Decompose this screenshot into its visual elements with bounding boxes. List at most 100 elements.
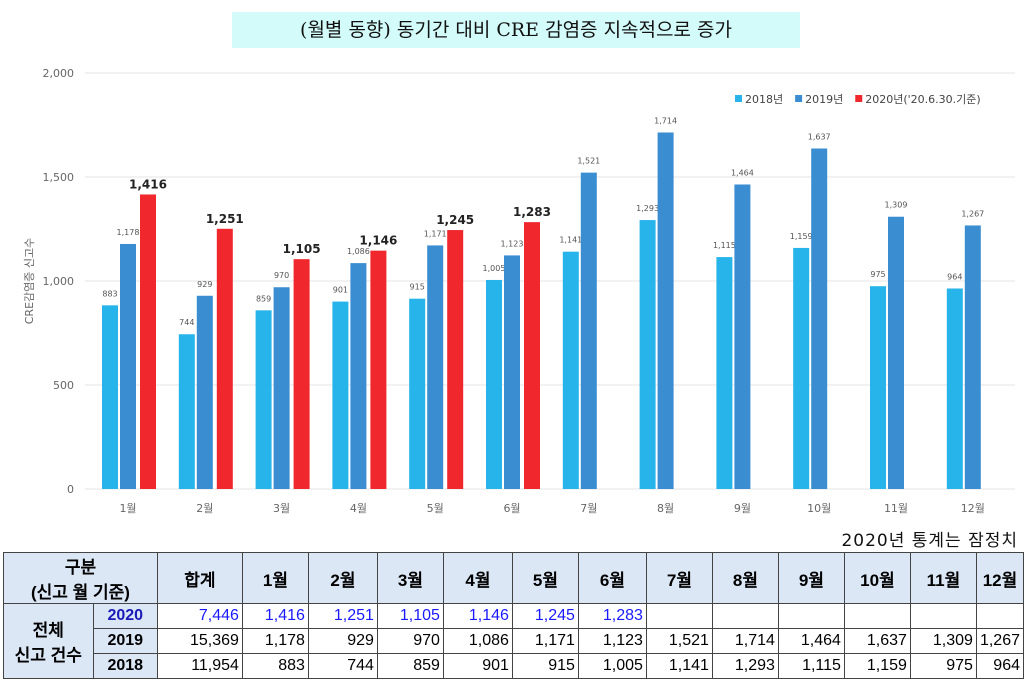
value-cell: 1,141 [645,653,713,679]
bar-2018년 [562,251,579,489]
bar-2019년 [504,255,520,489]
value-cell [711,603,779,629]
bar-2020년('20.6.30.기준) [524,222,540,490]
value-cell: 964 [975,653,1024,679]
value-cell: 11,954 [156,653,243,679]
value-cell: 1,267 [975,628,1024,654]
bar-2020년('20.6.30.기준) [140,194,156,490]
value-cell: 7,446 [156,603,243,629]
data-label: 1,714 [654,116,677,125]
year-cell: 2020 [92,603,158,629]
table-row: 전체 신고 건수 2020 7,446 1,416 1,251 1,105 1,146 1,2… [3,603,1024,679]
x-tick-label: 11월 [884,502,908,515]
data-label: 1,178 [117,228,140,237]
x-tick-label: 6월 [503,502,520,515]
value-cell: 1,251 [307,603,378,629]
value-cell: 744 [307,653,378,679]
column-header: 5월 [511,552,579,604]
x-tick-label: 1월 [119,502,136,515]
bar-2019년 [273,287,290,489]
value-cell: 1,416 [241,603,309,629]
data-label: 1,086 [347,247,370,256]
column-header: 6월 [577,552,647,604]
data-label: 1,637 [808,133,831,142]
x-tick-label: 5월 [427,502,444,515]
y-tick-label: 1,500 [43,171,75,184]
row-group-label: 전체 신고 건수 [3,603,94,679]
data-label: 883 [102,289,117,298]
table-header-row: 구분 (신고 월 기준) 합계 1월 2월 3월 4월 5월 6월 7월 8월 9월 10월 11월 12… [3,552,1024,604]
data-label: 1,464 [731,168,754,177]
bar-2019년 [196,295,213,489]
value-cell: 1,293 [711,653,779,679]
x-tick-label: 3월 [273,502,290,515]
x-tick-label: 9월 [734,502,751,515]
bar-2020년('20.6.30.기준) [293,259,310,489]
value-cell: 1,115 [777,653,845,679]
bar-2018년 [870,286,886,489]
data-label: 1,005 [483,264,506,273]
legend-label: 2020년('20.6.30.기준) [865,93,980,106]
value-cell [975,603,1024,629]
y-tick-label: 2,000 [43,67,75,80]
bar-2018년 [793,247,810,489]
value-cell: 1,105 [376,603,444,629]
data-label: 1,293 [636,204,659,213]
value-cell [645,603,713,629]
x-tick-label: 2월 [196,502,213,515]
value-cell: 1,159 [843,653,911,679]
bar-2018년 [716,257,733,489]
bar-2019년 [657,132,674,489]
data-label: 1,146 [359,234,397,248]
value-cell [843,603,911,629]
column-header: 구분 (신고 월 기준) [3,552,158,604]
value-cell: 915 [511,653,579,679]
x-tick-label: 8월 [657,502,674,515]
bar-2020년('20.6.30.기준) [216,228,233,490]
provisional-note: 2020년 통계는 잠정치 [841,531,1018,551]
value-cell: 1,245 [511,603,579,629]
bar-2020년('20.6.30.기준) [370,250,387,489]
bar-2018년 [486,279,502,489]
table-row: 2019 15,369 1,178 929 970 1,086 1,171 1,123 1,52… [4,628,1024,654]
value-cell: 970 [376,628,444,654]
x-tick-label: 12월 [961,502,985,515]
data-label: 975 [870,270,885,279]
value-cell: 1,714 [711,628,779,654]
column-header: 4월 [442,552,513,604]
data-label: 1,521 [577,157,600,166]
summary-table: 구분 (신고 월 기준) 합계 1월 2월 3월 4월 5월 6월 7월 8월 9월 10월 11월 12… [3,552,1024,679]
value-cell [909,603,977,629]
data-label: 915 [410,283,425,292]
bar-2018년 [409,298,426,489]
legend-label: 2019년 [805,93,843,106]
legend-swatch [855,95,863,102]
value-cell: 1,171 [511,628,579,654]
value-cell: 883 [241,653,309,679]
value-cell: 859 [376,653,444,679]
chart-title: (월별 동향) 동기간 대비 CRE 감염증 지속적으로 증가 [232,12,800,48]
bar-chart: 0 500 1,000 1,500 2,000 CRE감염증 신고수 1월 883 1,178 1… [23,67,1015,515]
data-label: 1,283 [513,205,551,219]
legend-swatch [795,95,803,102]
value-cell: 1,521 [645,628,713,654]
column-header: 10월 [843,552,911,604]
value-cell: 1,146 [442,603,513,629]
bar-2018년 [639,220,656,489]
data-label: 1,159 [790,232,813,241]
y-tick-label: 500 [53,379,74,392]
data-label: 1,141 [559,236,582,245]
value-cell: 1,086 [442,628,513,654]
value-cell: 1,005 [577,653,647,679]
table-row: 2018 11,954 883 744 859 901 915 1,005 1,141 1,293… [4,653,1024,679]
bar-2019년 [427,245,444,489]
data-label: 744 [179,318,194,327]
data-label: 1,115 [713,241,736,250]
bar-2018년 [946,288,963,489]
data-label: 859 [256,294,271,303]
legend-swatch [735,95,742,102]
column-header: 합계 [156,552,243,604]
data-label: 1,171 [424,229,447,238]
column-header: 3월 [376,552,444,604]
data-label: 1,251 [206,212,244,226]
